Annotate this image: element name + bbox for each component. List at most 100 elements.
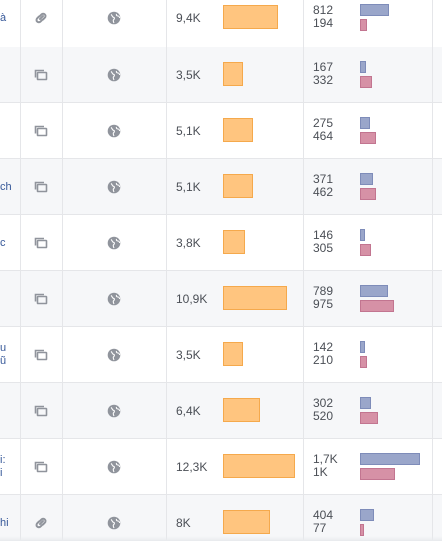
column-divider xyxy=(62,439,63,494)
column-divider xyxy=(20,495,21,540)
globe-icon xyxy=(107,236,121,250)
reach-bar xyxy=(223,398,260,422)
engagement-pink-bar xyxy=(360,76,372,88)
engagement-pink-bar xyxy=(360,19,367,31)
post-title-fragment[interactable]: i: i xyxy=(0,454,6,479)
link-icon xyxy=(33,10,49,26)
column-divider xyxy=(62,47,63,102)
engagement-pink-bar xyxy=(360,468,395,480)
globe-icon xyxy=(107,460,121,474)
engagement-bottom-value: 194 xyxy=(313,16,334,30)
column-divider xyxy=(166,0,167,47)
engagement-top-value: 302 xyxy=(313,396,334,410)
column-divider xyxy=(303,383,304,438)
table-row[interactable]: 3,5K 167 332 xyxy=(0,47,442,103)
column-divider xyxy=(432,103,433,158)
globe-icon xyxy=(107,68,121,82)
reach-value: 3,5K xyxy=(176,348,201,362)
table-row[interactable]: hi 8K 404 77 xyxy=(0,495,442,541)
engagement-top-value: 812 xyxy=(313,3,334,17)
post-title-fragment[interactable]: ch xyxy=(0,180,12,193)
table-row[interactable]: u ũ 3,5K 142 210 xyxy=(0,327,442,383)
column-divider xyxy=(166,439,167,494)
globe-icon xyxy=(107,292,121,306)
column-divider xyxy=(166,383,167,438)
multi-photo-icon xyxy=(33,347,49,363)
column-divider xyxy=(166,159,167,214)
column-divider xyxy=(166,103,167,158)
engagement-top-value: 789 xyxy=(313,284,334,298)
engagement-pink-bar xyxy=(360,244,371,256)
engagement-top-value: 404 xyxy=(313,508,334,522)
column-divider xyxy=(303,439,304,494)
engagement-blue-bar xyxy=(360,117,370,129)
multi-photo-icon xyxy=(33,291,49,307)
link-icon xyxy=(33,515,49,531)
engagement-blue-bar xyxy=(360,229,365,241)
table-row[interactable]: i: i 12,3K 1,7K 1K xyxy=(0,439,442,495)
reach-value: 10,9K xyxy=(176,292,208,306)
reach-bar xyxy=(223,174,253,198)
column-divider xyxy=(432,0,433,47)
globe-icon xyxy=(107,516,121,530)
column-divider xyxy=(303,215,304,270)
globe-icon xyxy=(107,180,121,194)
post-title-fragment[interactable]: u ũ xyxy=(0,342,7,367)
engagement-blue-bar xyxy=(360,397,371,409)
column-divider xyxy=(432,327,433,382)
engagement-pink-bar xyxy=(360,524,364,536)
reach-bar xyxy=(223,230,245,254)
reach-bar xyxy=(223,62,243,86)
post-title-fragment[interactable]: hi xyxy=(0,516,9,529)
multi-photo-icon xyxy=(33,67,49,83)
engagement-blue-bar xyxy=(360,285,388,297)
column-divider xyxy=(303,495,304,540)
column-divider xyxy=(166,495,167,540)
engagement-bottom-value: 462 xyxy=(313,185,334,199)
column-divider xyxy=(62,159,63,214)
engagement-pink-bar xyxy=(360,300,394,312)
engagement-top-value: 1,7K xyxy=(313,452,338,466)
reach-value: 8K xyxy=(176,516,191,530)
column-divider xyxy=(62,215,63,270)
table-row[interactable]: 10,9K 789 975 xyxy=(0,271,442,327)
column-divider xyxy=(20,159,21,214)
engagement-pink-bar xyxy=(360,412,378,424)
column-divider xyxy=(62,383,63,438)
globe-icon xyxy=(107,348,121,362)
engagement-bottom-value: 1K xyxy=(313,465,328,479)
reach-value: 5,1K xyxy=(176,180,201,194)
column-divider xyxy=(20,383,21,438)
reach-bar xyxy=(223,454,295,478)
reach-bar xyxy=(223,118,253,142)
table-row[interactable]: à 9,4K 812 194 xyxy=(0,0,442,48)
engagement-top-value: 371 xyxy=(313,172,334,186)
engagement-top-value: 142 xyxy=(313,340,334,354)
post-title-fragment[interactable]: à xyxy=(0,11,7,24)
table-row[interactable]: c 3,8K 146 305 xyxy=(0,215,442,271)
reach-bar xyxy=(223,510,270,534)
column-divider xyxy=(62,327,63,382)
engagement-top-value: 167 xyxy=(313,60,334,74)
engagement-bottom-value: 210 xyxy=(313,353,334,367)
table-row[interactable]: 5,1K 275 464 xyxy=(0,103,442,159)
column-divider xyxy=(303,271,304,326)
column-divider xyxy=(303,0,304,47)
engagement-pink-bar xyxy=(360,188,376,200)
table-row[interactable]: ch 5,1K 371 462 xyxy=(0,159,442,215)
table-row[interactable]: 6,4K 302 520 xyxy=(0,383,442,439)
column-divider xyxy=(166,271,167,326)
column-divider xyxy=(432,495,433,540)
reach-value: 3,8K xyxy=(176,236,201,250)
multi-photo-icon xyxy=(33,235,49,251)
column-divider xyxy=(62,271,63,326)
engagement-blue-bar xyxy=(360,509,374,521)
reach-value: 12,3K xyxy=(176,460,208,474)
post-title-fragment[interactable]: c xyxy=(0,236,6,249)
globe-icon xyxy=(107,404,121,418)
column-divider xyxy=(20,47,21,102)
column-divider xyxy=(62,495,63,540)
column-divider xyxy=(432,159,433,214)
column-divider xyxy=(303,103,304,158)
